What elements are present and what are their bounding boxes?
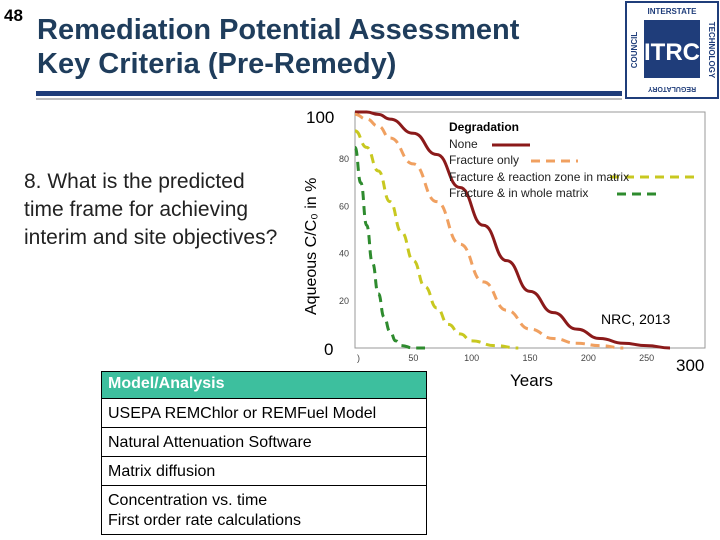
logo-top-text: INTERSTATE bbox=[647, 7, 697, 16]
legend-swatches bbox=[492, 143, 698, 196]
logo-mark: ITRC bbox=[644, 39, 700, 66]
model-item-line-2: First order rate calculations bbox=[108, 512, 301, 529]
title-rule bbox=[36, 91, 622, 96]
slide-number: 48 bbox=[4, 6, 23, 25]
x-tick-label: 250 bbox=[639, 353, 654, 363]
title-rule-shadow bbox=[36, 98, 622, 100]
logo-left-text: COUNCIL bbox=[630, 32, 639, 69]
tick-layer: 50 100 150 200 250 20 40 60 80) bbox=[339, 154, 654, 363]
plot-border bbox=[354, 111, 706, 349]
logo-right-text: TECHNOLOGY bbox=[707, 22, 716, 79]
plot-area bbox=[346, 110, 706, 350]
model-item: Matrix diffusion bbox=[102, 456, 426, 485]
logo-bottom-text: REGULATORY bbox=[648, 85, 696, 92]
series-layer bbox=[353, 110, 671, 350]
series-line-3 bbox=[353, 145, 425, 350]
y-axis-max-label: 100 bbox=[306, 108, 335, 127]
y-axis-min-label: 0 bbox=[324, 340, 334, 359]
series-line-0 bbox=[355, 110, 671, 350]
title-line-1: Remediation Potential Assessment bbox=[37, 14, 520, 46]
model-item: Natural Attenuation Software bbox=[102, 427, 426, 456]
x-tick-label: 50 bbox=[408, 353, 418, 363]
x-tick-label: 150 bbox=[522, 353, 537, 363]
question-text: 8. What is the predicted time frame for … bbox=[24, 168, 284, 252]
y-axis-title: Aqueous C/C₀ in % bbox=[303, 177, 320, 315]
question-body: What is the predicted time frame for ach… bbox=[24, 170, 278, 249]
x-tick-label: 100 bbox=[464, 353, 479, 363]
source-citation: NRC, 2013 bbox=[601, 311, 671, 327]
x-axis-max-label: 300 bbox=[676, 356, 705, 375]
legend-item-fracture-only: Fracture only bbox=[449, 153, 520, 167]
title-line-2: Key Criteria (Pre-Remedy) bbox=[37, 48, 397, 80]
model-analysis-table: Model/Analysis USEPA REMChlor or REMFuel… bbox=[101, 371, 427, 535]
legend-item-fracture-reaction-zone: Fracture & reaction zone in matrix bbox=[449, 169, 630, 184]
legend-item-fracture-whole-matrix: Fracture & in whole matrix bbox=[449, 186, 589, 200]
plot-frame bbox=[354, 111, 706, 349]
x-tick-label: 200 bbox=[581, 353, 596, 363]
itrc-logo: INTERSTATE REGULATORY COUNCIL TECHNOLOGY… bbox=[625, 1, 719, 99]
legend-item-none: None bbox=[449, 136, 478, 151]
y-tick-label: 40 bbox=[339, 249, 349, 259]
x-tick-label: ) bbox=[357, 353, 360, 363]
x-axis-title: Years bbox=[510, 371, 553, 390]
model-item-line-1: Concentration vs. time bbox=[108, 492, 268, 509]
y-tick-label: 80 bbox=[339, 154, 349, 164]
legend: Degradation None Fracture only Fracture … bbox=[449, 119, 629, 202]
y-tick-label: 20 bbox=[339, 296, 349, 306]
model-item: USEPA REMChlor or REMFuel Model bbox=[102, 398, 426, 427]
series-line-2 bbox=[354, 129, 519, 350]
y-tick-label: 60 bbox=[339, 201, 349, 211]
series-line-1 bbox=[354, 112, 624, 350]
model-item: Concentration vs. time First order rate … bbox=[102, 485, 426, 534]
legend-title: Degradation bbox=[449, 120, 520, 134]
question-number: 8. bbox=[24, 170, 42, 193]
model-table-header: Model/Analysis bbox=[102, 372, 426, 398]
